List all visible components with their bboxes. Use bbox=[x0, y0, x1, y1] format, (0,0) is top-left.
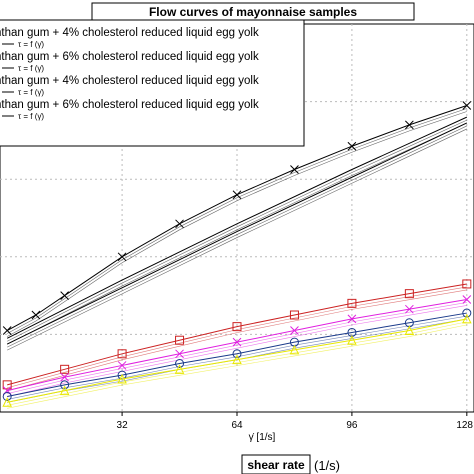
series-3-point-2 bbox=[117, 349, 127, 359]
x-tick-labels: 32 64 96 128 bbox=[117, 412, 473, 431]
series-1-replicate-0 bbox=[7, 119, 467, 342]
legend: nthan gum + 4% cholesterol reduced liqui… bbox=[0, 19, 305, 147]
x-tick-label-1: 64 bbox=[231, 420, 243, 431]
series-6-point-2 bbox=[117, 373, 127, 384]
series-1 bbox=[6, 116, 468, 345]
series-4-point-6 bbox=[347, 314, 357, 324]
legend-box bbox=[0, 19, 305, 147]
series-6-point-8 bbox=[462, 313, 472, 324]
series-3-point-8 bbox=[462, 279, 472, 289]
series-3-point-5 bbox=[289, 310, 299, 320]
legend-entry-0-label: nthan gum + 4% cholesterol reduced liqui… bbox=[0, 27, 259, 39]
series-6-point-1 bbox=[59, 385, 70, 396]
x-tick-label-2: 96 bbox=[346, 420, 358, 431]
series-0-point-7 bbox=[347, 141, 357, 151]
series-5-point-3 bbox=[175, 359, 185, 368]
x-caption-unit: (1/s) bbox=[314, 458, 340, 473]
series-5-point-0 bbox=[2, 391, 12, 401]
series-0-point-9 bbox=[462, 101, 472, 110]
series-4-point-7 bbox=[405, 304, 414, 314]
legend-entry-1-formula: τ = f (γ̇) bbox=[18, 64, 44, 73]
legend-entry-0-formula: τ = f (γ̇) bbox=[18, 40, 44, 49]
series-0 bbox=[2, 101, 472, 337]
series-2-line bbox=[6, 122, 468, 345]
series-6-point-0 bbox=[2, 397, 12, 407]
series-0-line bbox=[6, 105, 467, 331]
series-3-point-0 bbox=[2, 380, 12, 390]
series-group bbox=[2, 101, 472, 409]
series-3-point-1 bbox=[60, 364, 70, 374]
series-2-replicate-1 bbox=[7, 128, 467, 351]
series-3-line bbox=[7, 283, 467, 386]
chart-title: Flow curves of mayonnaise samples bbox=[149, 5, 357, 19]
series-0-replicate-0 bbox=[7, 108, 467, 334]
series-6-point-3 bbox=[174, 364, 185, 374]
x-axis-label: γ̇ [1/s] bbox=[249, 432, 276, 443]
legend-entry-3-formula: τ = f (γ̇) bbox=[18, 112, 44, 121]
series-6-line bbox=[7, 318, 467, 403]
series-4-point-3 bbox=[175, 349, 184, 359]
x-caption: shear rate bbox=[247, 458, 305, 472]
series-3-point-7 bbox=[404, 289, 414, 299]
series-0-point-5 bbox=[232, 190, 242, 200]
series-3-point-6 bbox=[347, 298, 357, 308]
series-2-replicate-0 bbox=[7, 125, 467, 348]
series-3-replicate-0 bbox=[7, 286, 467, 389]
series-5-replicate-0 bbox=[7, 315, 467, 400]
series-3-replicate-1 bbox=[7, 289, 467, 392]
series-0-point-3 bbox=[117, 252, 127, 262]
series-4-point-1 bbox=[60, 372, 69, 382]
series-6-point-6 bbox=[347, 335, 357, 345]
legend-entry-2-formula: τ = f (γ̇) bbox=[18, 88, 44, 97]
series-4-point-8 bbox=[462, 295, 472, 304]
series-4-point-5 bbox=[290, 326, 299, 335]
series-0-replicate-1 bbox=[7, 111, 467, 337]
series-4-replicate-1 bbox=[7, 305, 467, 397]
series-1-replicate-1 bbox=[7, 122, 467, 345]
series-4 bbox=[2, 295, 472, 397]
series-6-point-4 bbox=[232, 354, 242, 365]
series-6-point-5 bbox=[289, 344, 300, 355]
series-0-point-4 bbox=[175, 219, 184, 229]
series-1-line bbox=[6, 116, 468, 339]
x-tick-label-3: 128 bbox=[456, 420, 473, 431]
series-0-point-2 bbox=[60, 291, 69, 300]
legend-entry-3-label: nthan gum + 6% cholesterol reduced liqui… bbox=[0, 99, 259, 111]
series-5-line bbox=[7, 312, 467, 397]
series-4-point-2 bbox=[117, 361, 127, 370]
series-5-point-1 bbox=[60, 380, 70, 390]
legend-entry-1-label: nthan gum + 6% cholesterol reduced liqui… bbox=[0, 51, 259, 63]
series-0-point-8 bbox=[405, 120, 414, 130]
series-6-point-7 bbox=[404, 325, 415, 336]
x-caption-box bbox=[241, 454, 311, 474]
series-4-point-4 bbox=[232, 337, 242, 347]
series-6 bbox=[2, 313, 472, 409]
series-0-point-0 bbox=[2, 326, 12, 335]
series-5-point-4 bbox=[232, 349, 242, 359]
series-3-point-3 bbox=[175, 335, 185, 345]
series-2 bbox=[6, 122, 468, 351]
series-0-point-1 bbox=[31, 310, 41, 320]
series-6-replicate-1 bbox=[7, 324, 467, 409]
legend-entry-2-label: nthan gum + 4% cholesterol reduced liqui… bbox=[0, 75, 259, 87]
series-6-replicate-0 bbox=[7, 321, 467, 406]
series-0-point-6 bbox=[290, 165, 299, 174]
series-3-point-4 bbox=[232, 322, 242, 332]
series-3 bbox=[2, 279, 472, 392]
grid bbox=[0, 24, 474, 412]
series-4-replicate-0 bbox=[7, 302, 467, 394]
x-tick-label-0: 32 bbox=[117, 420, 129, 431]
series-5-point-8 bbox=[462, 308, 472, 318]
